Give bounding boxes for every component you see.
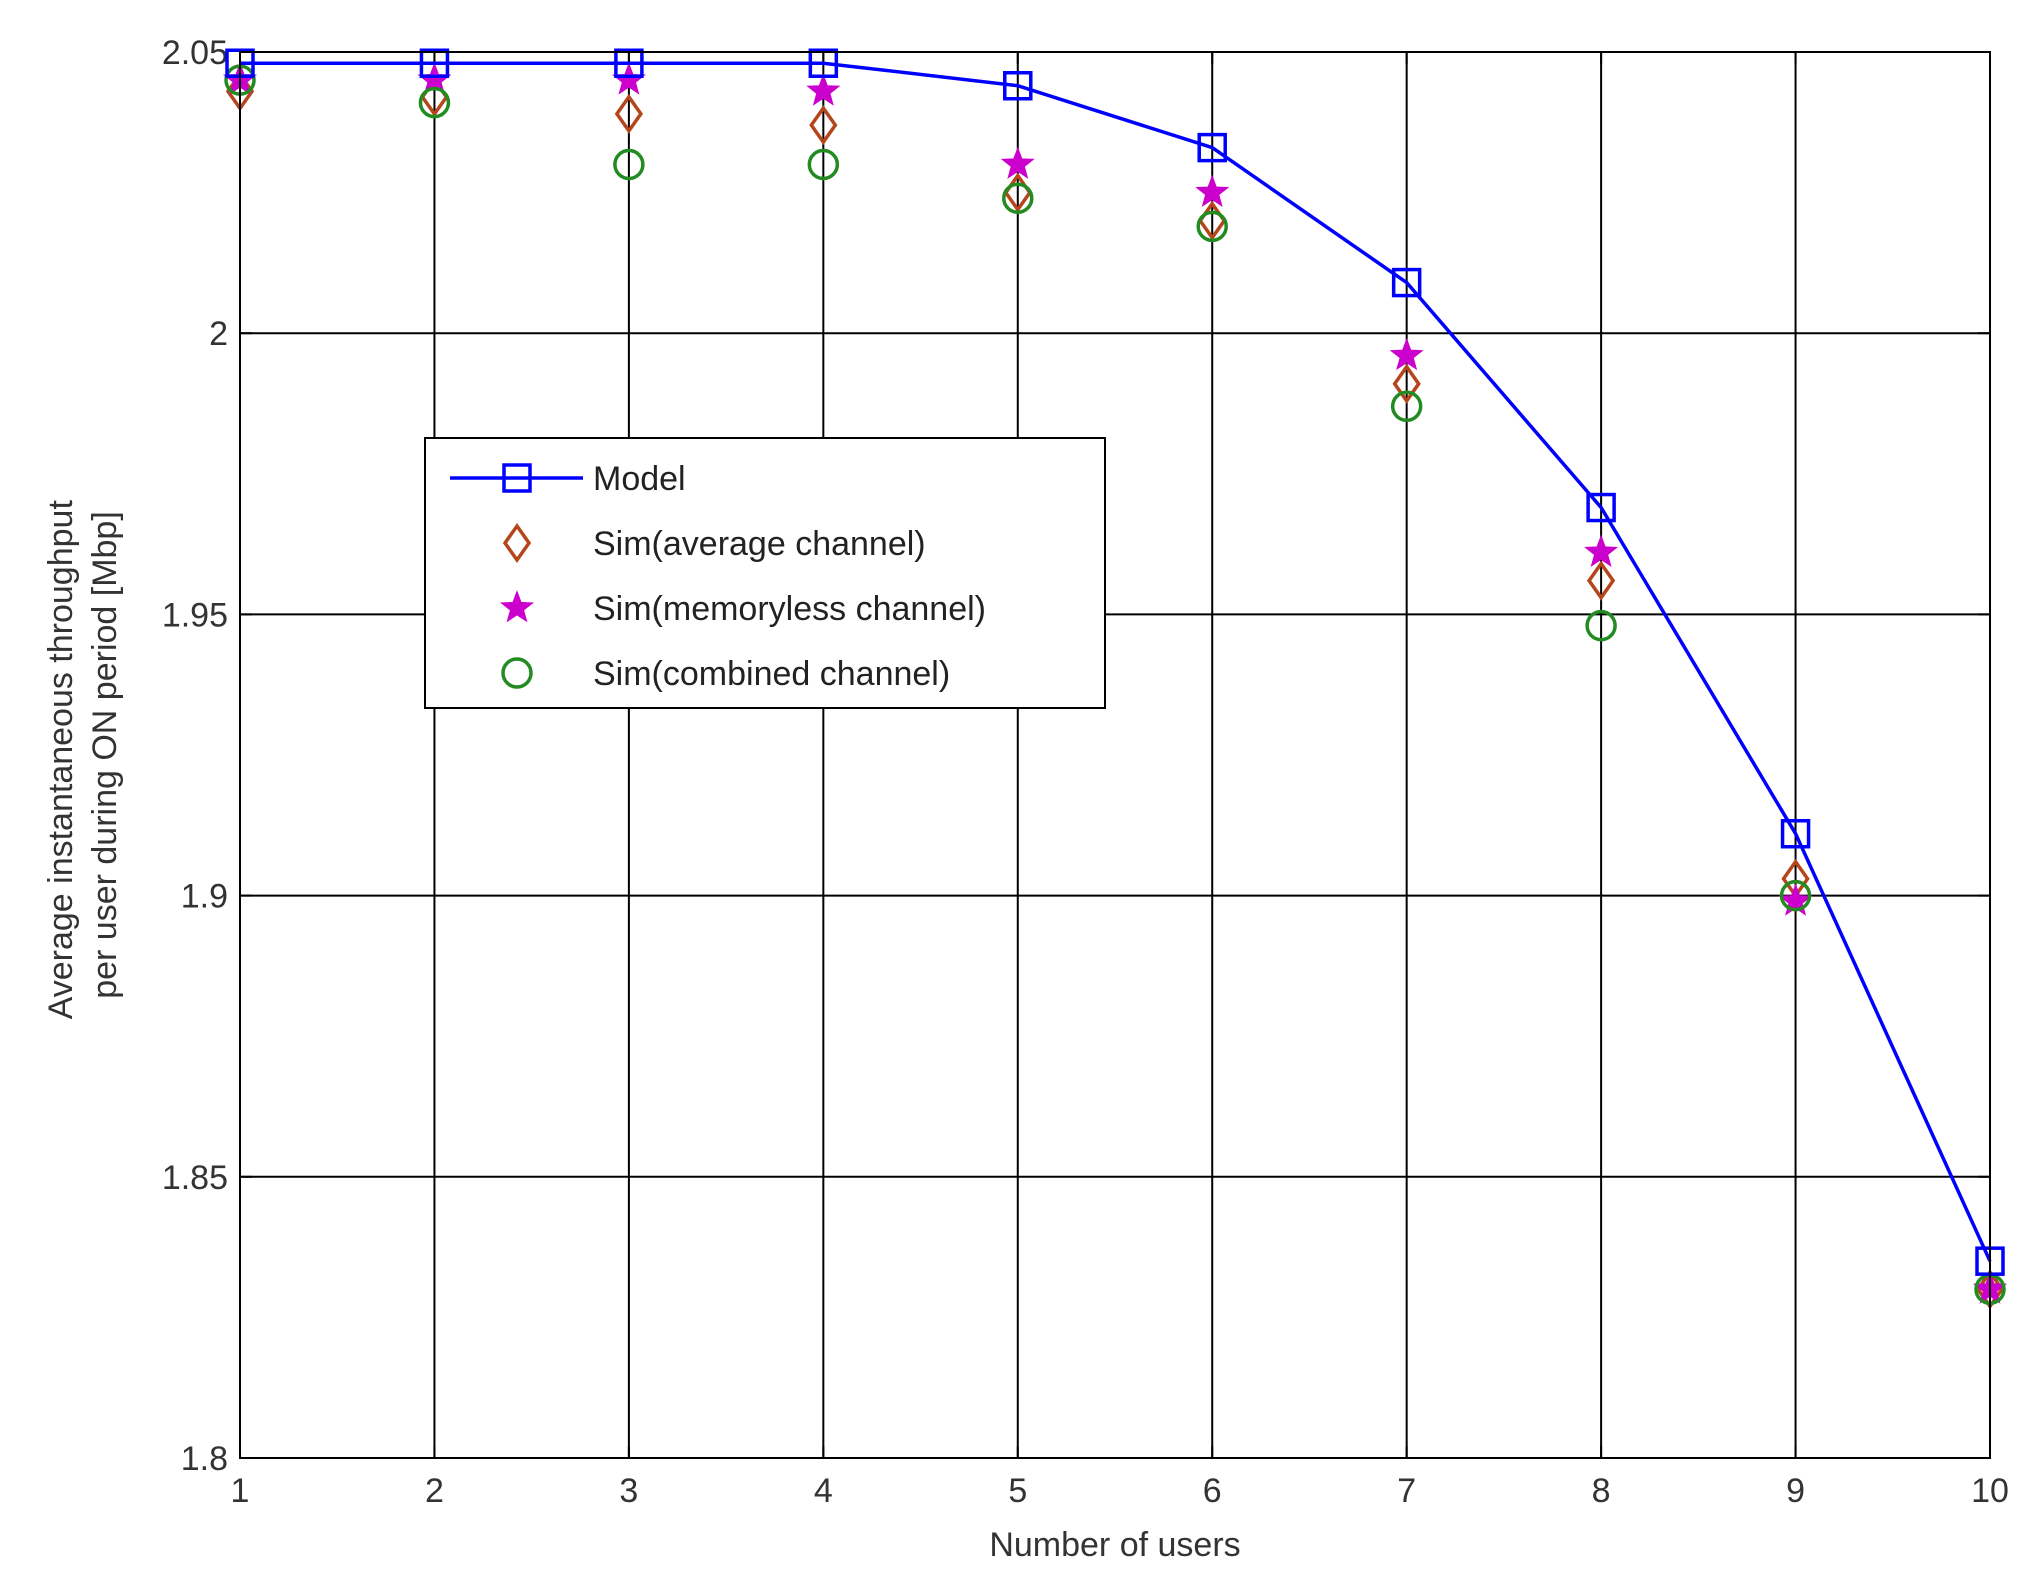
data-point-circle bbox=[1196, 210, 1228, 243]
y-tick-label: 1.9 bbox=[181, 878, 228, 916]
grid-lines bbox=[240, 52, 1990, 1458]
data-point-circle bbox=[418, 86, 451, 119]
series-circle bbox=[224, 64, 2006, 1306]
x-tick-label: 3 bbox=[619, 1472, 638, 1510]
y-tick-label: 2.05 bbox=[162, 34, 228, 72]
data-point-square bbox=[1780, 818, 1811, 849]
data-point-square bbox=[1586, 492, 1616, 523]
legend-label: Sim(combined channel) bbox=[593, 655, 950, 693]
x-tick-label: 4 bbox=[814, 1472, 833, 1510]
data-point-diamond bbox=[614, 93, 644, 134]
data-point-square bbox=[419, 48, 450, 78]
data-point-star bbox=[806, 73, 841, 106]
axis-ticks: 1 2 3 4 5 6 7 8 9 10 1.8 1.85 1.9 1.95 2 2.05 bbox=[162, 34, 2009, 1510]
data-point-square bbox=[614, 48, 644, 78]
y-tick-label: 1.8 bbox=[181, 1440, 228, 1478]
legend-label: Model bbox=[593, 460, 686, 498]
y-tick-label: 1.95 bbox=[162, 596, 228, 634]
data-point-star bbox=[1389, 337, 1424, 371]
data-point-square bbox=[1197, 132, 1227, 163]
legend-marker-circle bbox=[501, 657, 533, 689]
data-point-square bbox=[1003, 70, 1033, 101]
x-tick-label: 2 bbox=[425, 1472, 444, 1510]
data-point-diamond bbox=[1392, 363, 1421, 404]
x-tick-label: 9 bbox=[1786, 1472, 1805, 1510]
x-tick-label: 1 bbox=[231, 1472, 250, 1510]
y-axis-label-line-2: per user during ON period [Mbp] bbox=[86, 511, 124, 999]
legend-marker-square bbox=[502, 463, 532, 493]
data-point-square bbox=[1391, 267, 1422, 298]
data-point-star bbox=[1000, 146, 1035, 179]
data-point-star bbox=[1778, 883, 1813, 916]
y-axis-label-line-1: Average instantaneous throughput bbox=[42, 500, 80, 1020]
x-tick-label: 6 bbox=[1203, 1472, 1222, 1510]
data-point-star bbox=[1195, 174, 1230, 207]
legend-marker-star bbox=[499, 590, 535, 623]
data-point-circle bbox=[807, 148, 840, 181]
data-point-circle bbox=[613, 148, 645, 181]
data-point-circle bbox=[1390, 390, 1423, 423]
data-point-diamond bbox=[1586, 560, 1616, 601]
x-axis-label: Number of users bbox=[989, 1526, 1240, 1564]
x-tick-label: 10 bbox=[1971, 1472, 2009, 1510]
data-point-diamond bbox=[809, 105, 838, 146]
series-line-square bbox=[240, 61, 1992, 1262]
legend-box bbox=[424, 437, 1106, 709]
data-point-circle bbox=[1585, 609, 1617, 642]
data-point-circle bbox=[1779, 879, 1812, 912]
legend-label: Sim(average channel) bbox=[593, 525, 926, 563]
data-point-square bbox=[808, 48, 839, 78]
legend-marker-diamond bbox=[502, 522, 532, 564]
y-axis-label: Average instantaneous throughput per use… bbox=[42, 491, 124, 1020]
legend-label: Sim(memoryless channel) bbox=[593, 590, 986, 628]
x-tick-label: 8 bbox=[1592, 1472, 1611, 1510]
data-point-star bbox=[1584, 534, 1619, 568]
legend: Model Sim(average channel) Sim(memoryless … bbox=[424, 437, 1106, 709]
x-tick-label: 7 bbox=[1397, 1472, 1416, 1510]
data-point-circle bbox=[1002, 182, 1034, 214]
y-tick-label: 2 bbox=[209, 315, 228, 353]
plot-frame bbox=[239, 51, 1991, 1459]
y-tick-label: 1.85 bbox=[162, 1159, 228, 1197]
x-tick-label: 5 bbox=[1008, 1472, 1027, 1510]
